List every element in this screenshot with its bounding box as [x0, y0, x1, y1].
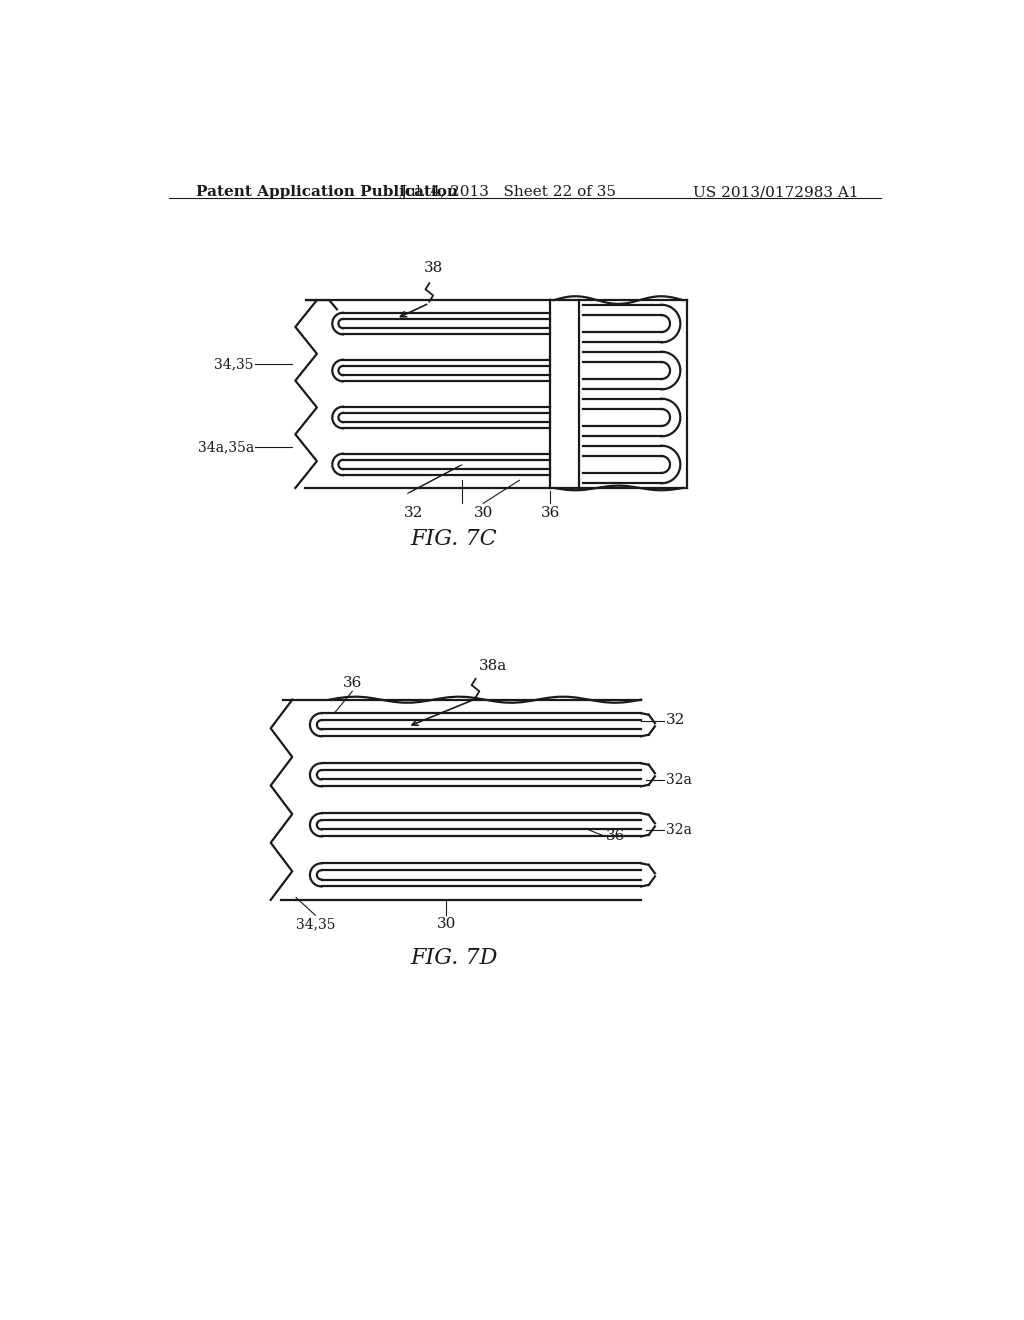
Text: 34a,35a: 34a,35a: [198, 440, 254, 454]
Text: 38: 38: [424, 261, 442, 276]
Text: FIG. 7C: FIG. 7C: [411, 528, 498, 550]
Text: 30: 30: [473, 507, 493, 520]
Text: US 2013/0172983 A1: US 2013/0172983 A1: [692, 185, 858, 199]
Text: 32a: 32a: [666, 822, 691, 837]
Text: 32a: 32a: [666, 772, 691, 787]
Text: 36: 36: [541, 507, 560, 520]
Text: 32: 32: [666, 714, 685, 727]
Text: 34,35: 34,35: [296, 917, 335, 931]
Text: 36: 36: [605, 829, 625, 843]
Text: FIG. 7D: FIG. 7D: [411, 946, 498, 969]
Text: Jul. 4, 2013   Sheet 22 of 35: Jul. 4, 2013 Sheet 22 of 35: [399, 185, 615, 199]
Text: 32: 32: [404, 507, 424, 520]
Text: 34,35: 34,35: [214, 356, 254, 371]
Text: 38a: 38a: [478, 659, 507, 673]
Text: 30: 30: [436, 917, 456, 931]
Text: Patent Application Publication: Patent Application Publication: [196, 185, 458, 199]
Text: 36: 36: [343, 676, 362, 689]
